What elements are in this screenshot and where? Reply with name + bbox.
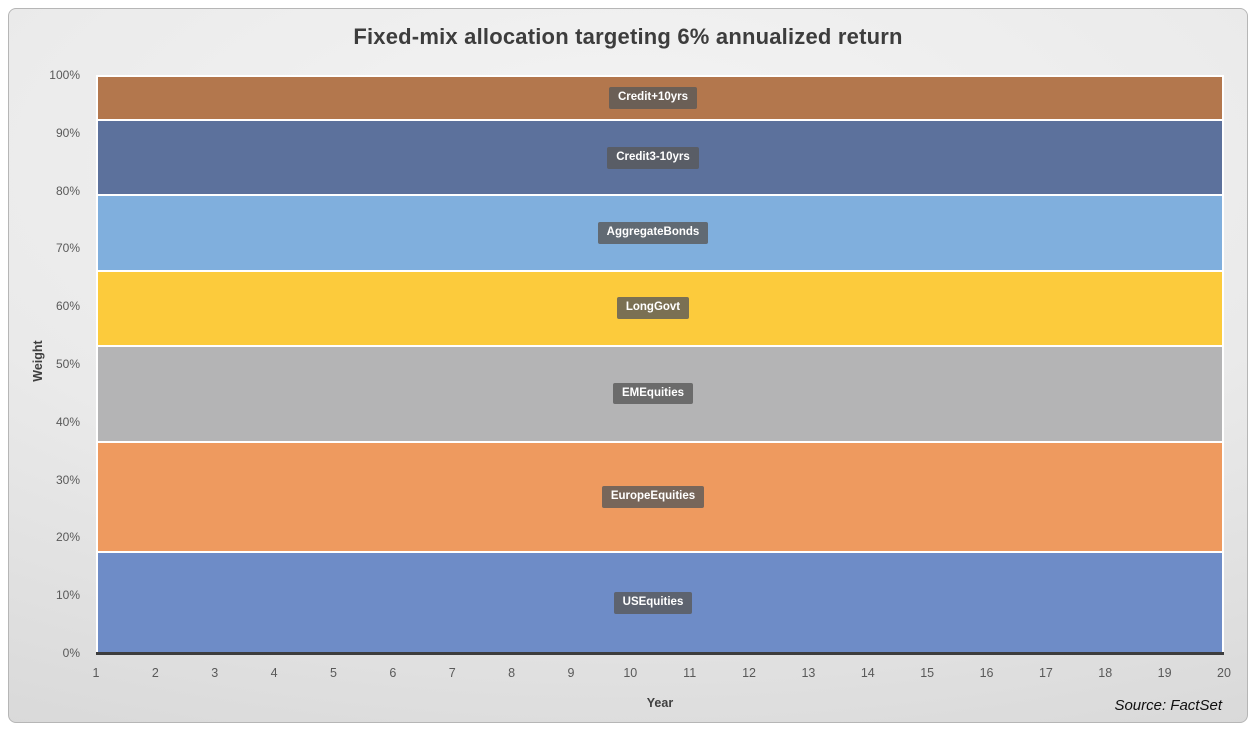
series-label-EMEquities: EMEquities <box>613 382 693 405</box>
source-note: Source: FactSet <box>1114 697 1222 714</box>
y-tick-label: 90% <box>55 125 80 140</box>
x-tick-label: 18 <box>1098 666 1113 680</box>
series-label-Credit3-10yrs: Credit3-10yrs <box>607 147 699 169</box>
x-tick-label: 11 <box>683 666 697 680</box>
x-tick-label: 1 <box>92 666 100 680</box>
series-label-EuropeEquities: EuropeEquities <box>601 486 705 508</box>
x-tick-label: 13 <box>801 666 816 680</box>
x-axis-title: Year <box>646 696 674 710</box>
plot-area: Credit+10yrs Credit3-10yrs AggregateBonds L… <box>96 75 1224 653</box>
y-axis-tick-labels: 0% 10% 20% 30% 40% 50% 60% 70% 80% 90% 100% <box>9 68 88 660</box>
x-tick-label: 4 <box>270 666 278 680</box>
x-tick-label: 15 <box>920 666 935 680</box>
y-tick-label: 40% <box>55 414 80 429</box>
band-Credit3-10yrs: Credit3-10yrs <box>98 119 1222 195</box>
x-tick-label: 19 <box>1157 666 1172 680</box>
y-tick-label: 10% <box>55 588 80 603</box>
x-tick-label: 10 <box>623 666 638 680</box>
x-tick-label: 12 <box>742 666 756 680</box>
y-tick-label: 0% <box>62 646 80 660</box>
series-label-USEquities: USEquities <box>613 592 693 614</box>
x-tick-label: 2 <box>151 666 159 680</box>
band-USEquities: USEquities <box>98 550 1222 653</box>
y-tick-label: 70% <box>55 241 80 256</box>
y-tick-label: 60% <box>55 299 80 314</box>
x-tick-label: 5 <box>329 666 337 680</box>
x-tick-label: 14 <box>860 666 875 680</box>
x-tick-label: 8 <box>508 666 516 680</box>
x-axis-line <box>96 652 1224 655</box>
band-EMEquities: EMEquities <box>98 344 1222 441</box>
band-AggregateBonds: AggregateBonds <box>98 194 1222 270</box>
y-tick-label: 100% <box>49 68 80 82</box>
band-EuropeEquities: EuropeEquities <box>98 440 1222 551</box>
series-label-Credit+10yrs: Credit+10yrs <box>609 87 697 109</box>
chart-canvas: Fixed-mix allocation targeting 6% annual… <box>8 8 1248 723</box>
series-label-LongGovt: LongGovt <box>616 297 690 319</box>
y-tick-label: 20% <box>55 530 80 545</box>
y-tick-label: 50% <box>55 357 80 371</box>
x-axis-tick-labels: 1 2 3 4 5 6 7 8 9 10 11 12 13 14 15 16 17 18 19 20 <box>92 666 1231 682</box>
x-tick-label: 16 <box>979 666 994 680</box>
x-tick-label: 9 <box>567 666 575 680</box>
band-Credit+10yrs: Credit+10yrs <box>98 77 1222 120</box>
series-label-AggregateBonds: AggregateBonds <box>597 222 709 244</box>
x-tick-label: 3 <box>211 666 219 680</box>
band-LongGovt: LongGovt <box>98 269 1222 345</box>
x-tick-label: 17 <box>1038 666 1053 680</box>
x-tick-label: 20 <box>1217 666 1231 680</box>
y-tick-label: 80% <box>55 183 80 198</box>
x-tick-label: 6 <box>389 666 397 680</box>
x-tick-label: 7 <box>448 666 456 680</box>
y-tick-label: 30% <box>55 472 80 487</box>
chart-title: Fixed-mix allocation targeting 6% annual… <box>353 24 903 49</box>
